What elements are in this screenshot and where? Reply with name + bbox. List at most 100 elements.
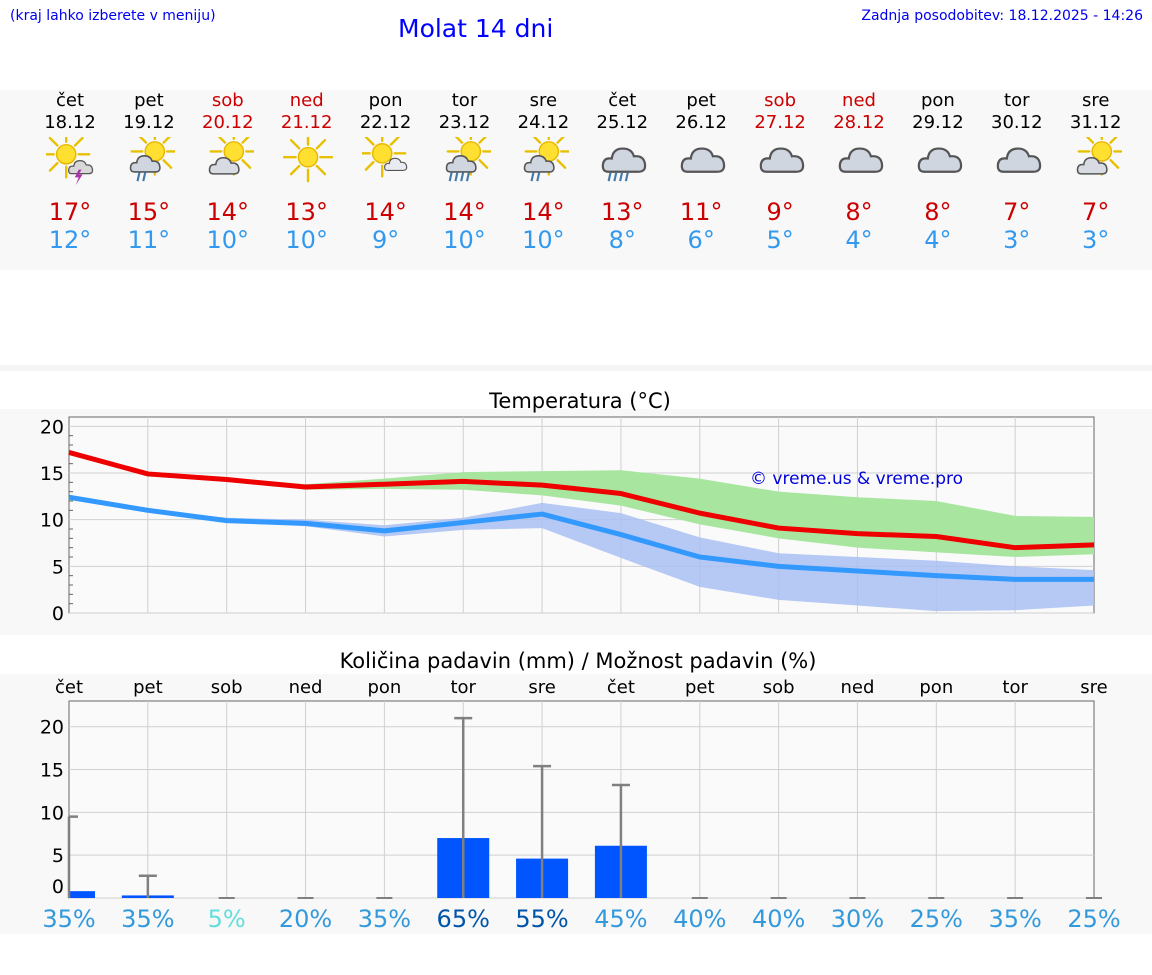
precip-chance-label: 65% — [437, 905, 490, 933]
chart-title: Temperatura (°C) — [488, 389, 671, 413]
cloudy-icon — [838, 147, 884, 173]
temp-min: 10° — [206, 226, 250, 254]
temp-min: 3° — [1003, 226, 1031, 254]
temp-max: 14° — [364, 198, 407, 226]
day-date: 23.12 — [438, 112, 491, 133]
partly-cloudy-icon — [208, 137, 254, 176]
x-tick-label: sre — [1080, 677, 1107, 698]
day-date: 19.12 — [123, 112, 175, 133]
x-tick-label: ned — [841, 677, 875, 698]
temp-max: 17° — [48, 198, 92, 226]
temp-min: 10° — [443, 226, 486, 254]
last-updated: Zadnja posodobitev: 18.12.2025 - 14:26 — [861, 8, 1143, 24]
cloudy-icon — [680, 147, 726, 173]
x-tick-label: sob — [211, 677, 243, 698]
cloudy-icon — [996, 147, 1041, 173]
y-tick-label: 0 — [52, 603, 64, 625]
precip-chance-label: 35% — [121, 905, 174, 933]
watermark: © vreme.us & vreme.pro — [750, 469, 963, 489]
cloud-rain-icon — [602, 147, 647, 182]
y-tick-label: 5 — [52, 556, 64, 578]
temp-max: 14° — [522, 198, 565, 226]
min-temp-line — [68, 494, 1094, 582]
temp-min: 8° — [608, 226, 636, 254]
day-name: tor — [451, 90, 478, 111]
x-tick-label: pet — [685, 677, 715, 698]
temp-max: 13° — [285, 198, 328, 226]
day-name: pet — [686, 90, 716, 111]
temp-max: 11° — [679, 198, 723, 226]
temperature-chart: Temperatura (°C) 0 5 10 15 20 © vreme.us & vre… — [0, 389, 1152, 635]
day-name: pon — [920, 90, 955, 111]
day-date: 24.12 — [517, 112, 570, 133]
day-name: ned — [842, 90, 876, 111]
precip-chance-label: 25% — [1067, 905, 1120, 933]
y-tick-label: 15 — [40, 760, 64, 782]
sun-cloud-thunder-icon — [46, 137, 94, 185]
precip-chance-label: 25% — [910, 905, 963, 933]
y-tick-label: 20 — [40, 717, 64, 739]
sun-cloud-drizzle-icon — [524, 137, 570, 182]
x-tick-label: pet — [133, 677, 163, 698]
precip-chance-label: 35% — [42, 905, 95, 933]
precip-chance-label: 35% — [988, 905, 1041, 933]
partly-cloudy-icon — [1076, 137, 1122, 176]
precip-chance-label: 40% — [752, 905, 805, 933]
temp-max: 8° — [924, 198, 952, 226]
daily-forecast-strip: čet 18.12 17° 12° pet 19.12 15° 11° sob 20.12 14° 1… — [0, 90, 1152, 270]
cloudy-icon — [759, 147, 805, 173]
precip-chance-label: 30% — [831, 905, 884, 933]
temp-max: 14° — [206, 198, 250, 226]
section-divider — [0, 365, 1152, 371]
temp-min: 4° — [845, 226, 873, 254]
temp-min: 3° — [1082, 226, 1110, 254]
temp-min: 4° — [924, 226, 952, 254]
precipitation-chart: Količina padavin (mm) / Možnost padavin … — [0, 649, 1152, 934]
x-tick-label: sre — [528, 677, 555, 698]
precip-chance-label: 20% — [279, 905, 332, 933]
sun-cloud-rain-icon — [445, 137, 491, 182]
precip-chance-label: 5% — [208, 905, 246, 933]
x-tick-label: tor — [450, 677, 476, 698]
plot-area — [68, 700, 1095, 899]
temp-max: 9° — [766, 198, 794, 226]
day-date: 25.12 — [596, 112, 649, 133]
y-tick-label: 0 — [52, 876, 64, 898]
y-tick-label: 5 — [52, 845, 64, 867]
x-tick-label: sob — [763, 677, 795, 698]
day-date: 27.12 — [754, 112, 806, 133]
precip-chance-label: 55% — [515, 905, 568, 933]
day-date: 22.12 — [359, 112, 412, 133]
temp-min: 6° — [687, 226, 715, 254]
x-tick-label: pon — [919, 677, 953, 698]
precip-chance-label: 35% — [358, 905, 411, 933]
day-date: 20.12 — [202, 112, 254, 133]
temp-min: 10° — [285, 226, 328, 254]
temp-max: 15° — [127, 198, 171, 226]
day-name: ned — [289, 90, 324, 111]
temp-min: 5° — [766, 226, 794, 254]
location-hint: (kraj lahko izberete v meniju) — [10, 8, 216, 24]
max-temp-line — [68, 450, 1095, 551]
day-date: 28.12 — [833, 112, 885, 133]
x-tick-label: tor — [1002, 677, 1028, 698]
day-name: pon — [368, 90, 403, 111]
temp-max: 7° — [1003, 198, 1031, 226]
day-name: sre — [1081, 90, 1110, 111]
x-tick-label: čet — [607, 677, 635, 698]
y-tick-label: 20 — [40, 416, 64, 438]
temp-min: 12° — [48, 226, 92, 254]
x-tick-label: čet — [55, 677, 83, 698]
x-tick-label: pon — [367, 677, 401, 698]
day-name: sob — [211, 90, 244, 111]
sun-icon — [282, 137, 333, 183]
day-name: sob — [764, 90, 796, 111]
cloudy-icon — [917, 147, 963, 173]
precip-chance-label: 40% — [673, 905, 726, 933]
y-tick-label: 15 — [40, 463, 64, 485]
temp-min: 11° — [127, 226, 171, 254]
temp-max: 14° — [443, 198, 486, 226]
page-title: Molat 14 dni — [398, 14, 554, 43]
y-tick-label: 10 — [40, 802, 64, 824]
day-name: pet — [134, 90, 164, 111]
